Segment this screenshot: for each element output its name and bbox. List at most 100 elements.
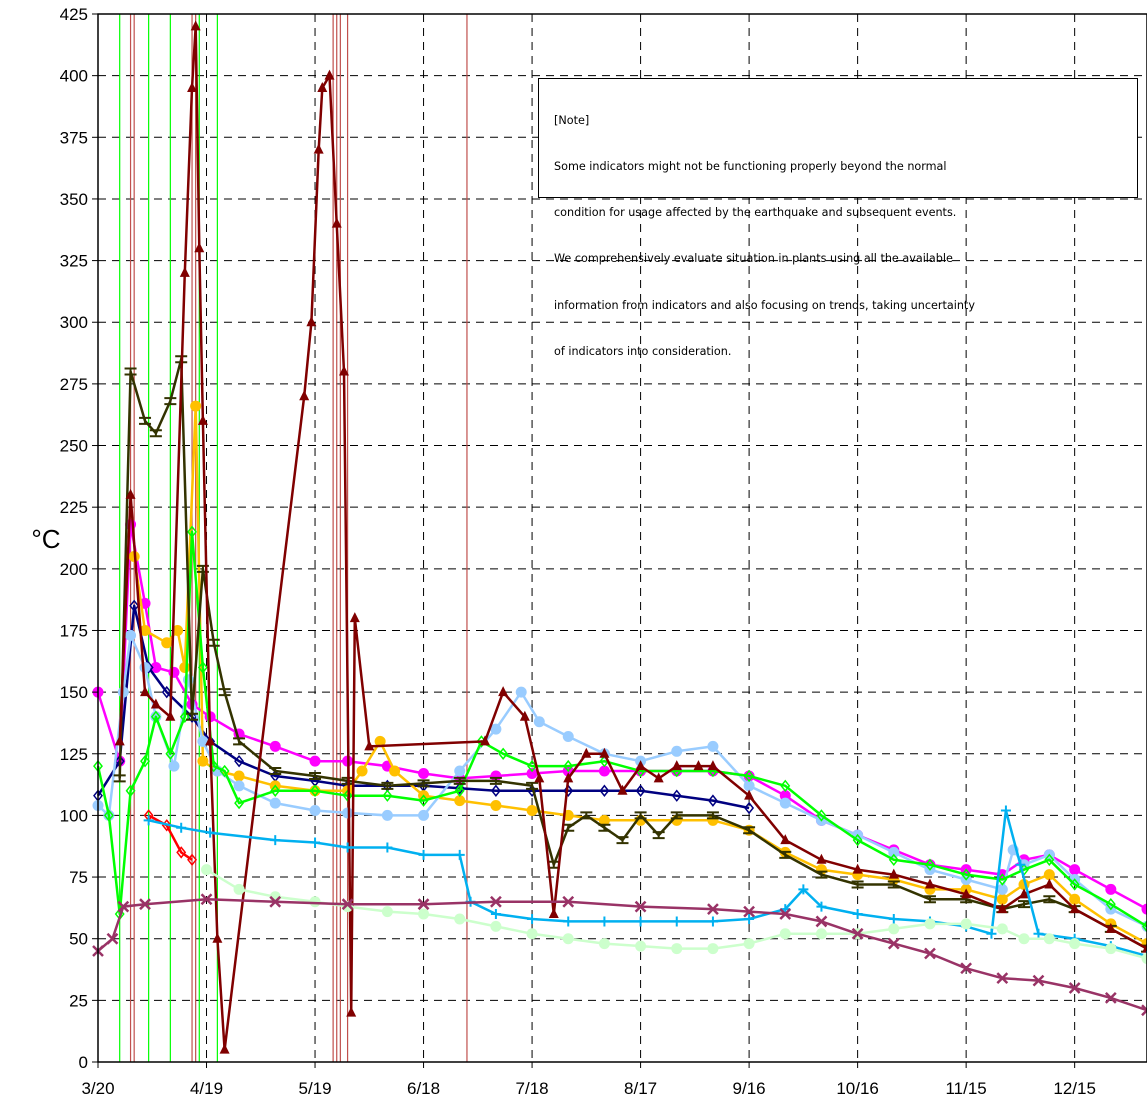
note-line: condition for usage affected by the eart…: [554, 206, 957, 220]
series: [201, 864, 1147, 964]
data-point: [1104, 992, 1117, 1004]
data-point: [306, 316, 317, 327]
data-point: [1068, 982, 1081, 994]
data-point: [1105, 883, 1117, 895]
data-point: [1032, 974, 1045, 987]
data-point: [743, 938, 755, 950]
y-tick-label: 100: [60, 806, 88, 825]
data-point: [341, 898, 354, 911]
data-point: [635, 760, 646, 771]
data-point: [197, 414, 208, 425]
data-point: [490, 784, 501, 797]
data-point: [888, 868, 899, 879]
y-tick-label: 300: [60, 313, 88, 332]
data-point: [125, 629, 137, 641]
data-point: [194, 242, 205, 253]
data-point: [598, 938, 610, 950]
data-point: [124, 367, 137, 376]
data-point: [139, 898, 151, 911]
data-point: [816, 901, 827, 912]
data-point: [1141, 1004, 1147, 1017]
data-point: [852, 833, 863, 847]
data-point: [562, 895, 575, 908]
data-point: [526, 767, 538, 779]
data-point: [997, 873, 1008, 886]
data-point: [707, 943, 719, 955]
data-point: [342, 807, 354, 819]
data-point: [534, 772, 545, 783]
data-point: [997, 903, 1008, 914]
data-point: [996, 923, 1008, 935]
data-point: [207, 638, 220, 647]
x-tick-label: 4/19: [190, 1079, 223, 1098]
data-point: [197, 661, 208, 674]
data-point: [653, 772, 664, 783]
data-point: [182, 674, 194, 686]
data-point: [671, 916, 682, 927]
data-point: [106, 932, 119, 945]
y-tick-label: 275: [60, 375, 88, 394]
data-point: [179, 710, 190, 723]
data-point: [1142, 942, 1147, 953]
data-point: [233, 737, 246, 746]
data-point: [599, 784, 610, 797]
data-point: [382, 789, 393, 802]
data-point: [179, 661, 191, 673]
series-line: [97, 898, 1147, 1012]
data-point: [129, 599, 140, 613]
data-point: [1019, 888, 1030, 899]
data-point: [190, 400, 202, 412]
y-tick-label: 50: [69, 930, 88, 949]
x-axis: 3/20 4/19 5/19 6/18 7/18 8/17 9/16 10/16 11/15 12…: [81, 1062, 1096, 1098]
data-point: [671, 745, 683, 757]
data-point: [331, 217, 342, 228]
data-point: [671, 943, 683, 955]
y-axis: 0 25 50 75 100 125 150 175 200 225 250 275 300 325 350…: [60, 5, 98, 1072]
data-point: [1043, 933, 1055, 945]
data-point: [780, 779, 791, 793]
data-point: [924, 918, 936, 930]
data-point: [310, 784, 320, 797]
data-point: [1105, 897, 1116, 911]
data-point: [270, 835, 281, 846]
data-point: [671, 760, 682, 771]
data-point: [117, 900, 130, 913]
data-point: [693, 760, 704, 771]
data-point: [1142, 920, 1147, 933]
data-point: [635, 940, 647, 952]
data-point: [197, 735, 209, 747]
data-point: [598, 765, 610, 777]
data-point: [815, 915, 828, 928]
series: [143, 809, 198, 866]
data-point: [356, 765, 368, 777]
data-point: [150, 710, 161, 723]
data-point: [599, 916, 610, 927]
note-line: [Note]: [554, 113, 590, 127]
data-point: [1044, 853, 1055, 866]
data-point: [139, 624, 151, 636]
data-point: [176, 846, 187, 859]
note-line: Some indicators might not be functioning…: [554, 160, 947, 174]
data-point: [454, 795, 466, 807]
data-point: [852, 909, 863, 920]
vertical-spikes: [119, 14, 468, 1062]
data-point: [1069, 893, 1081, 905]
data-point: [389, 765, 401, 777]
data-point: [562, 731, 574, 743]
data-point: [219, 1043, 230, 1054]
series: [114, 20, 1147, 1054]
data-point: [453, 776, 466, 785]
x-tick-label: 12/15: [1053, 1079, 1096, 1098]
data-point: [490, 895, 502, 908]
data-point: [164, 397, 177, 406]
data-point: [1069, 864, 1081, 876]
data-point: [212, 932, 223, 943]
data-point: [233, 780, 245, 792]
x-tick-label: 11/15: [945, 1079, 986, 1098]
data-point: [113, 774, 126, 783]
y-axis-label: °C: [31, 524, 60, 554]
data-point: [599, 747, 610, 758]
data-point: [1033, 928, 1044, 939]
series: [92, 629, 1147, 932]
data-point: [309, 771, 322, 780]
